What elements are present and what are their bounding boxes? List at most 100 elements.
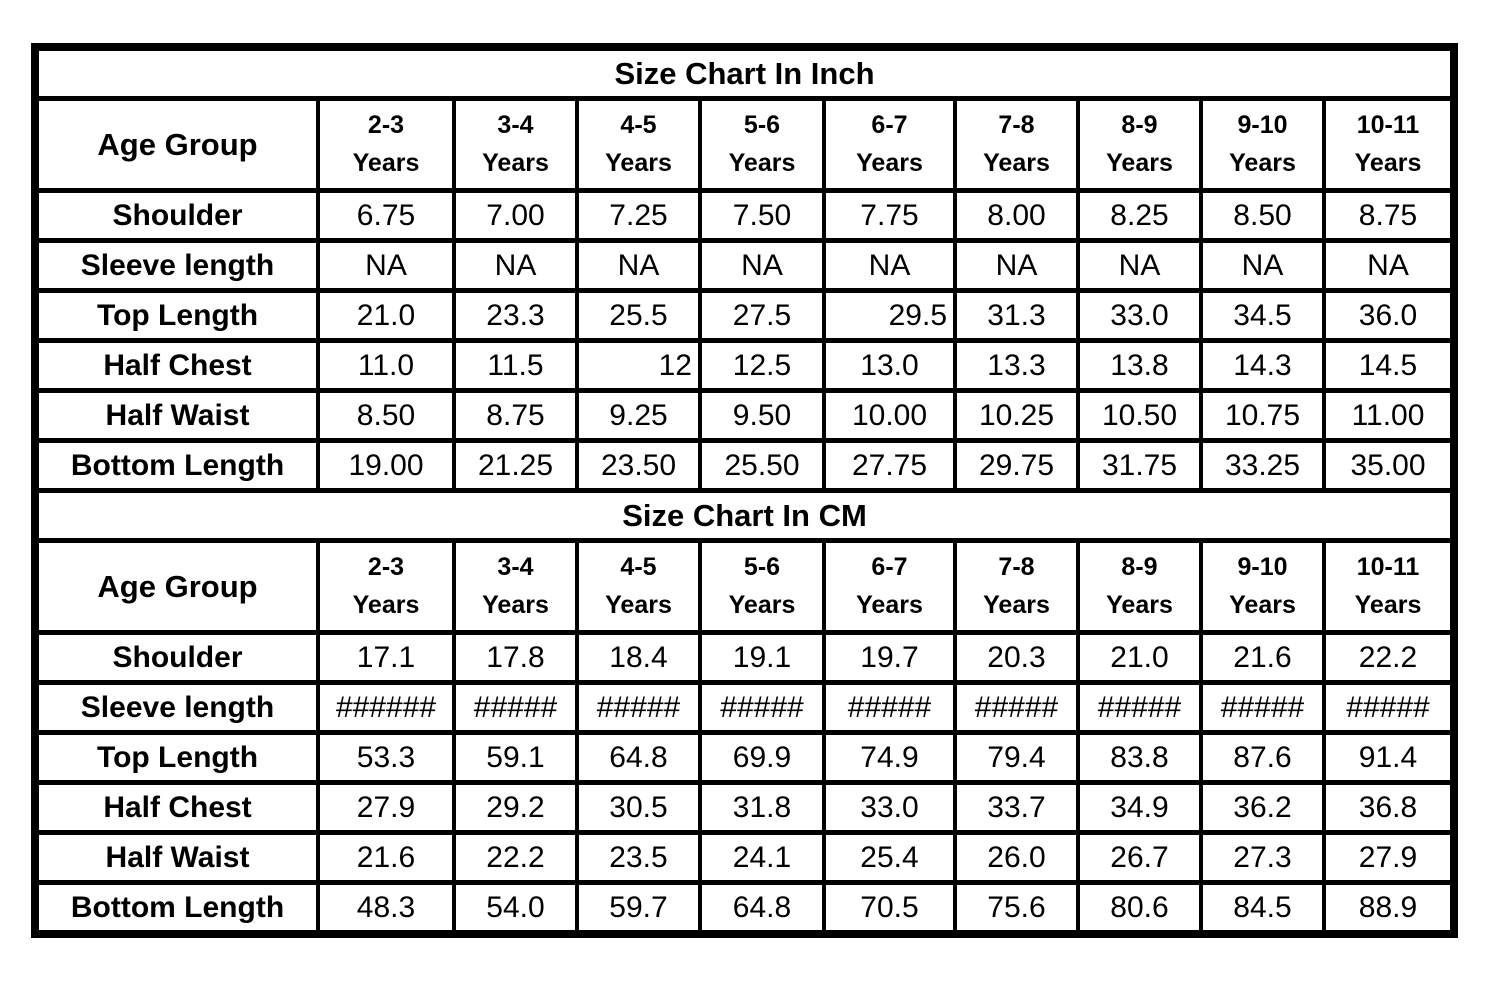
value-cell: 12 (575, 338, 702, 393)
value-cell: 18.4 (575, 630, 702, 685)
value-cell: 64.8 (698, 880, 826, 937)
value-cell: 33.0 (1076, 288, 1203, 343)
age-unit-label: Years (1229, 591, 1296, 619)
age-range-label: 5-6 (743, 553, 781, 581)
value-cell: 21.25 (452, 438, 579, 493)
age-range-label: 6-7 (871, 111, 908, 139)
age-column-header: 4-5 Years (575, 538, 702, 635)
value-cell: 8.75 (1322, 188, 1456, 243)
age-unit-label: Years (728, 149, 796, 177)
age-unit-label: Years (1354, 149, 1422, 177)
age-column-header: 6-7 Years (822, 538, 957, 635)
age-column-header: 3-4 Years (452, 96, 579, 193)
value-cell: 54.0 (452, 880, 579, 937)
value-cell: 21.0 (316, 288, 456, 343)
value-cell: 10.25 (953, 388, 1080, 443)
age-column-header: 10-11 Years (1322, 96, 1456, 193)
value-cell: 27.9 (316, 780, 456, 835)
value-cell: NA (575, 238, 702, 293)
age-unit-label: Years (728, 591, 796, 619)
age-range-label: 3-4 (497, 553, 534, 581)
value-cell: 11.5 (452, 338, 579, 393)
table-row: Top Length 53.3 59.1 64.8 69.9 74.9 79.4 83.8 87… (33, 730, 1456, 785)
row-label: Top Length (33, 288, 320, 343)
value-cell: ##### (452, 680, 579, 735)
value-cell: 69.9 (698, 730, 826, 785)
value-cell: 26.0 (953, 830, 1080, 885)
value-cell: 8.50 (316, 388, 456, 443)
value-cell: 23.3 (452, 288, 579, 343)
age-column-header: 9-10 Years (1199, 538, 1326, 635)
value-cell: ###### (316, 680, 456, 735)
value-cell: ##### (575, 680, 702, 735)
age-group-corner-cell: Age Group (33, 96, 320, 193)
value-cell: 19.7 (822, 630, 957, 685)
value-cell: 36.8 (1322, 780, 1456, 835)
value-cell: NA (1076, 238, 1203, 293)
value-cell: 30.5 (575, 780, 702, 835)
value-cell: 31.75 (1076, 438, 1203, 493)
row-label: Half Chest (33, 780, 320, 835)
table-row: Half Waist 8.50 8.75 9.25 9.50 10.00 10.25 10.5… (33, 388, 1456, 443)
age-column-header: 8-9 Years (1076, 538, 1203, 635)
value-cell: 87.6 (1199, 730, 1326, 785)
age-unit-label: Years (482, 149, 549, 177)
value-cell: 12.5 (698, 338, 826, 393)
value-cell: ##### (1199, 680, 1326, 735)
age-range-label: 9-10 (1237, 553, 1288, 581)
value-cell: 31.8 (698, 780, 826, 835)
age-range-label: 3-4 (497, 111, 534, 139)
value-cell: 8.75 (452, 388, 579, 443)
age-unit-label: Years (605, 591, 672, 619)
value-cell: 29.75 (953, 438, 1080, 493)
age-unit-label: Years (1354, 591, 1422, 619)
table-row: Sleeve length NA NA NA NA NA NA NA NA NA (33, 238, 1456, 293)
value-cell: ##### (822, 680, 957, 735)
value-cell: 11.0 (316, 338, 456, 393)
value-cell: 13.8 (1076, 338, 1203, 393)
age-unit-label: Years (605, 149, 672, 177)
value-cell: 14.3 (1199, 338, 1326, 393)
value-cell: 13.0 (822, 338, 957, 393)
age-unit-label: Years (482, 591, 549, 619)
age-column-header: 5-6 Years (698, 538, 826, 635)
table-row: Shoulder 6.75 7.00 7.25 7.50 7.75 8.00 8.25 8.50… (33, 188, 1456, 243)
age-column-header: 4-5 Years (575, 96, 702, 193)
age-column-header: 7-8 Years (953, 538, 1080, 635)
value-cell: 10.75 (1199, 388, 1326, 443)
row-label: Sleeve length (33, 680, 320, 735)
age-group-corner-cell: Age Group (33, 538, 320, 635)
age-range-label: 4-5 (620, 553, 657, 581)
value-cell: NA (452, 238, 579, 293)
section-title-row: Size Chart In CM (33, 488, 1456, 543)
age-range-label: 9-10 (1237, 111, 1288, 139)
table-row: Bottom Length 19.00 21.25 23.50 25.50 27.75 29… (33, 438, 1456, 493)
age-range-label: 8-9 (1121, 553, 1158, 581)
age-column-header: 5-6 Years (698, 96, 826, 193)
row-label: Shoulder (33, 630, 320, 685)
value-cell: 53.3 (316, 730, 456, 785)
age-range-label: 7-8 (998, 553, 1035, 581)
value-cell: 13.3 (953, 338, 1080, 393)
value-cell: 36.0 (1322, 288, 1456, 343)
value-cell: 20.3 (953, 630, 1080, 685)
value-cell: 27.3 (1199, 830, 1326, 885)
value-cell: 29.2 (452, 780, 579, 835)
age-range-label: 10-11 (1356, 553, 1420, 581)
age-header-row: Age Group 2-3 Years 3-4 Years 4-5 Years 5-6 Year… (33, 96, 1456, 193)
value-cell: 8.50 (1199, 188, 1326, 243)
value-cell: 8.25 (1076, 188, 1203, 243)
value-cell: ##### (698, 680, 826, 735)
value-cell: ##### (953, 680, 1080, 735)
value-cell: 21.6 (1199, 630, 1326, 685)
value-cell: 84.5 (1199, 880, 1326, 937)
value-cell: 11.00 (1322, 388, 1456, 443)
age-unit-label: Years (1106, 149, 1173, 177)
age-range-label: 6-7 (871, 553, 908, 581)
age-header-row: Age Group 2-3 Years 3-4 Years 4-5 Years 5-6 Year… (33, 538, 1456, 635)
value-cell: 14.5 (1322, 338, 1456, 393)
value-cell: 88.9 (1322, 880, 1456, 937)
age-range-label: 2-3 (367, 111, 405, 139)
value-cell: 79.4 (953, 730, 1080, 785)
value-cell: 27.9 (1322, 830, 1456, 885)
